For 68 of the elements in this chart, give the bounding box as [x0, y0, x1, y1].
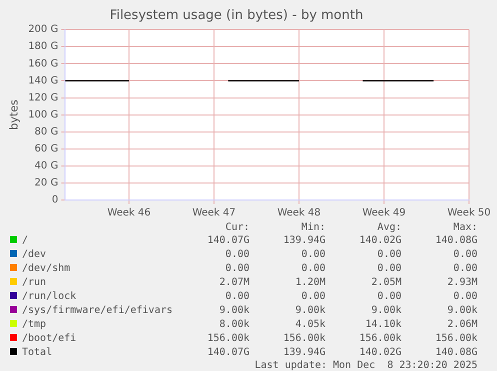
legend-label: /dev [21, 248, 48, 262]
y-tick-label: 120 G [28, 92, 58, 104]
chart-title: Filesystem usage (in bytes) - by month [110, 8, 364, 24]
text: 140.02G [358, 234, 402, 248]
text: 1.20M [294, 276, 326, 290]
text: Max: [452, 222, 478, 234]
text: 0.00 [452, 290, 478, 304]
x-tick-label: Week 49 [362, 208, 406, 219]
text: 14.10k [364, 318, 402, 332]
text: 156.00k [434, 332, 478, 346]
y-tick-label: 20 G [34, 178, 58, 189]
text: 139.94G [282, 234, 326, 248]
text: 140.08G [434, 234, 478, 248]
text: 2.93M [446, 276, 478, 290]
y-axis-title: bytes [7, 99, 20, 130]
text: 140.07G [206, 234, 250, 248]
text: 140.07G [206, 346, 250, 360]
y-tick-label: 200 G [28, 24, 58, 36]
x-tick-label: Week 47 [192, 208, 236, 219]
text: 2.06M [446, 318, 478, 332]
text: 0.00 [300, 262, 326, 276]
y-tick-label: 160 G [28, 58, 58, 70]
y-tick-label: 60 G [34, 143, 58, 154]
y-tick-label: 40 G [34, 160, 58, 172]
text: 0.00 [376, 262, 402, 276]
legend-label: Total [21, 346, 54, 360]
legend-label: /run [21, 276, 48, 290]
text: 156.00k [282, 332, 326, 346]
legend-label: /boot/efi [21, 332, 78, 346]
y-tick-label: 80 G [34, 126, 58, 138]
text: 156.00k [206, 332, 250, 346]
y-tick-label: 0 [52, 194, 58, 206]
legend-label: /run/lock [21, 290, 78, 304]
text: 2.07M [218, 276, 250, 290]
text: 9.00k [446, 304, 478, 318]
text: 9.00k [294, 304, 326, 318]
text: 139.94G [282, 346, 326, 360]
text: 0.00 [224, 290, 250, 304]
text: 0.00 [452, 248, 478, 262]
text: 9.00k [370, 304, 402, 318]
text: Cur: [224, 222, 250, 234]
text: 0.00 [376, 248, 402, 262]
text: 9.00k [218, 304, 250, 318]
text: 140.08G [434, 346, 478, 360]
text: 140.02G [358, 346, 402, 360]
text: 8.00k [218, 318, 250, 332]
text: 2.05M [370, 276, 402, 290]
text: 4.05k [294, 318, 326, 332]
text: 0.00 [376, 290, 402, 304]
text: 156.00k [358, 332, 402, 346]
y-tick-label: 100 G [28, 109, 58, 120]
legend-label: /dev/shm [21, 262, 72, 276]
text: 0.00 [224, 262, 250, 276]
x-tick-label: Week 48 [277, 208, 321, 219]
text: Avg: [376, 222, 402, 234]
text: 0.00 [300, 290, 326, 304]
y-tick-label: 140 G [28, 75, 58, 86]
x-tick-label: Week 50 [447, 208, 491, 219]
x-tick-label: Week 46 [107, 208, 151, 219]
text: Last update: Mon Dec 8 23:20:20 2025 [254, 360, 478, 371]
legend-label: /sys/firmware/efi/efivars [21, 304, 174, 318]
y-tick-label: 180 G [28, 41, 58, 52]
text: 0.00 [224, 248, 250, 262]
text: Min: [300, 222, 326, 234]
text: 0.00 [300, 248, 326, 262]
legend-label: / [21, 234, 30, 248]
legend-label: /tmp [21, 318, 48, 332]
text: 0.00 [452, 262, 478, 276]
